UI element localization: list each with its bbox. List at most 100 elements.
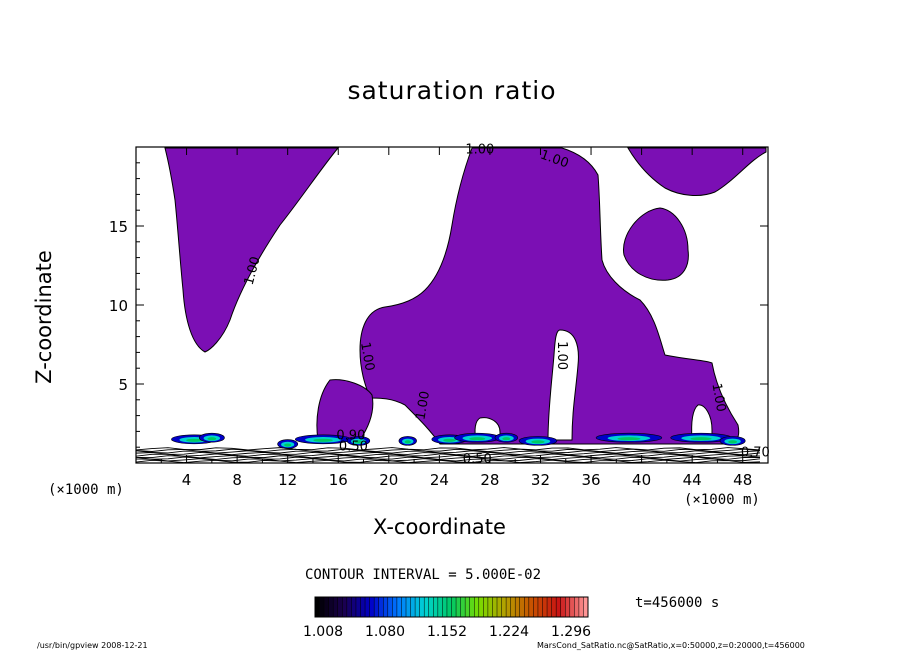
colorbar-swatch xyxy=(351,597,357,617)
colorbar-swatch xyxy=(556,597,561,617)
colorbar-swatch xyxy=(533,597,539,617)
colorbar-swatch xyxy=(524,597,530,617)
x-tick-label: 16 xyxy=(329,471,348,489)
colorbar-tick-label: 1.080 xyxy=(365,624,405,640)
colorbar-swatch xyxy=(410,597,416,617)
colorbar-swatch xyxy=(406,597,411,617)
colorbar-swatch xyxy=(547,597,552,617)
contour-line xyxy=(136,453,761,457)
contour-labels: 1.001.001.001.001.001.001.000.500.500.90… xyxy=(242,142,770,467)
chart-title: saturation ratio xyxy=(347,76,557,105)
colorbar-tick-label: 1.296 xyxy=(551,624,591,640)
colorbar-swatch xyxy=(578,597,584,617)
colorbar-swatch xyxy=(415,597,420,617)
colorbar-swatch xyxy=(451,597,457,617)
x-tick-label: 36 xyxy=(581,471,600,489)
contour-line xyxy=(136,450,761,454)
colorbar-swatch xyxy=(583,597,589,617)
colorbar-swatch xyxy=(560,597,566,617)
cloud-cell-core xyxy=(313,438,333,442)
colorbar-swatch xyxy=(497,597,502,617)
cloud-cell-core xyxy=(443,438,456,442)
colorbar-swatch xyxy=(401,597,407,617)
colorbar-swatch xyxy=(528,597,534,617)
x-tick-label: 24 xyxy=(430,471,449,489)
x-tick-label: 28 xyxy=(480,471,499,489)
colorbar-swatch xyxy=(419,597,425,617)
colorbar-swatch xyxy=(342,597,348,617)
colorbar-swatch xyxy=(424,597,430,617)
colorbar: 1.008 1.080 1.152 1.224 1.296 xyxy=(303,596,591,640)
footer-right: MarsCond_SatRatio.nc@SatRatio,x=0:50000,… xyxy=(537,641,805,650)
colorbar-swatch xyxy=(315,597,320,617)
contour-label: 0.50 xyxy=(463,452,492,467)
contour-line xyxy=(136,456,761,460)
x-tick-label: 48 xyxy=(733,471,752,489)
x-tick-label: 4 xyxy=(182,471,192,489)
contour-label: 0.90 xyxy=(336,428,365,443)
colorbar-swatch xyxy=(565,597,571,617)
x-unit-label-right: (×1000 m) xyxy=(684,492,760,508)
colorbar-swatch xyxy=(392,597,398,617)
colorbar-swatch xyxy=(569,597,575,617)
contour-line xyxy=(136,447,761,451)
colorbar-swatch xyxy=(319,597,325,617)
colorbar-swatch xyxy=(487,597,493,617)
cloud-cell-core xyxy=(502,437,511,441)
contour-label: 1.00 xyxy=(357,341,377,372)
contour-line xyxy=(136,448,761,453)
colorbar-swatch xyxy=(474,597,480,617)
x-tick-label: 40 xyxy=(632,471,651,489)
x-axis-label: X-coordinate xyxy=(373,515,506,539)
contour-label: 1.00 xyxy=(465,142,494,157)
footer-left: /usr/bin/gpview 2008-12-21 xyxy=(37,641,148,650)
cloud-cell-core xyxy=(617,437,641,441)
cloud-cell-core xyxy=(690,437,712,441)
cloud-cell-core xyxy=(404,440,411,444)
cloud-cell-core xyxy=(469,437,486,441)
colorbar-swatch xyxy=(446,597,452,617)
contour-interval-label: CONTOUR INTERVAL = 5.000E-02 xyxy=(305,567,542,583)
supersaturated-region xyxy=(623,207,689,281)
cloud-cell-core xyxy=(186,438,203,442)
colorbar-swatch xyxy=(542,597,548,617)
colorbar-swatch xyxy=(492,597,498,617)
saturation-field xyxy=(136,147,767,463)
supersaturated-region xyxy=(316,379,374,441)
supersaturated-region xyxy=(627,147,767,196)
colorbar-swatch xyxy=(383,597,389,617)
colorbar-swatch xyxy=(333,597,339,617)
colorbar-swatch xyxy=(469,597,475,617)
colorbar-swatch xyxy=(328,597,334,617)
contour-label: 1.00 xyxy=(708,382,728,413)
contour-label: 1.00 xyxy=(554,341,569,370)
colorbar-swatch xyxy=(433,597,439,617)
colorbar-swatch xyxy=(483,597,489,617)
colorbar-swatch xyxy=(378,597,384,617)
y-tick-label: 15 xyxy=(109,218,128,236)
contour-line xyxy=(136,458,761,462)
cloud-cell-core xyxy=(531,440,545,444)
colorbar-swatch xyxy=(478,597,484,617)
colorbar-swatch xyxy=(396,597,402,617)
x-tick-label: 44 xyxy=(683,471,702,489)
x-tick-label: 12 xyxy=(278,471,297,489)
colorbar-tick-label: 1.152 xyxy=(427,624,467,640)
colorbar-frame xyxy=(314,596,589,618)
colorbar-swatch xyxy=(365,597,370,617)
surface-contour-lines xyxy=(136,447,761,463)
colorbar-swatch xyxy=(465,597,470,617)
colorbar-tick-label: 1.224 xyxy=(489,624,529,640)
colorbar-swatch xyxy=(442,597,448,617)
colorbar-swatch xyxy=(369,597,375,617)
contour-label: 1.00 xyxy=(413,390,433,421)
colorbar-swatch xyxy=(360,597,366,617)
colorbar-swatch xyxy=(324,597,329,617)
colorbar-swatch xyxy=(460,597,466,617)
colorbar-tick-label: 1.008 xyxy=(303,624,343,640)
cloud-cell-core xyxy=(207,437,217,441)
colorbar-swatch xyxy=(346,597,352,617)
surface-cloud-cells xyxy=(171,432,746,449)
contour-label: 0.50 xyxy=(339,439,368,454)
colorbar-swatch xyxy=(337,597,343,617)
